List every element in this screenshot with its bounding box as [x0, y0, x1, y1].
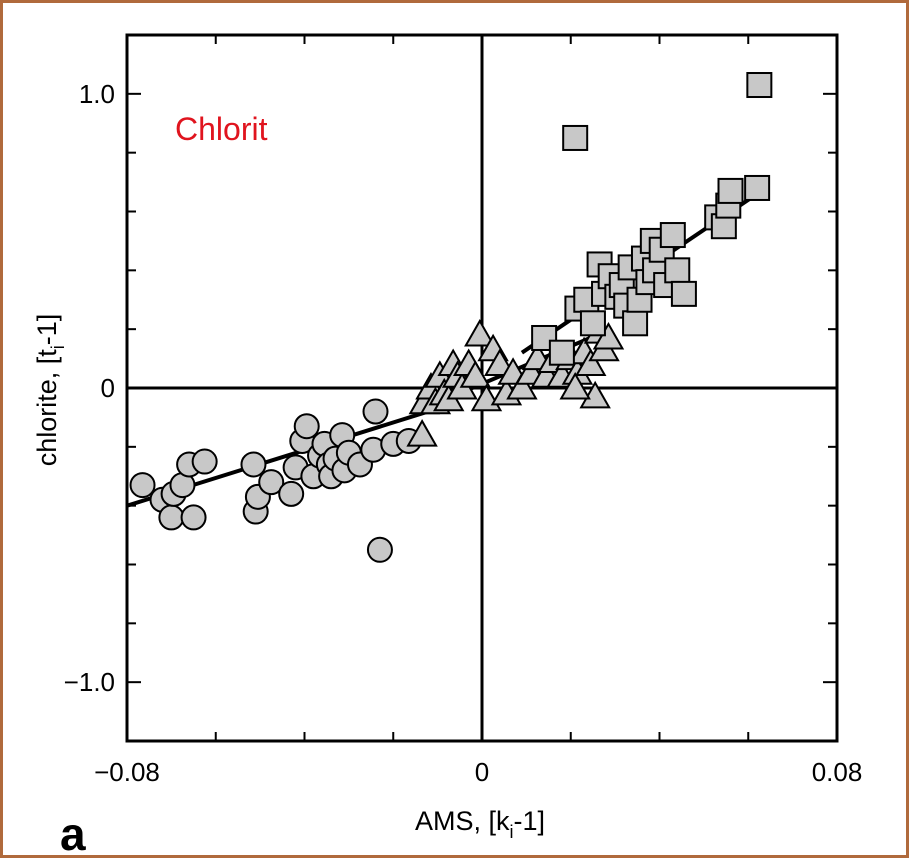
x-tick-label: 0 [475, 757, 489, 787]
triangle-marker [464, 319, 496, 347]
square-marker [664, 257, 691, 284]
square-marker [531, 324, 558, 351]
circle-marker [366, 536, 393, 563]
y-tick-label: −1.0 [64, 667, 115, 697]
circle-marker [180, 504, 207, 531]
square-marker [579, 310, 606, 337]
x-tick-label: 0.08 [812, 757, 863, 787]
y-tick-label: 0 [101, 373, 115, 403]
x-tick-label: −0.08 [94, 757, 160, 787]
circle-marker [191, 448, 218, 475]
y-axis-title: chlorite, [ti-1] [32, 314, 68, 467]
square-marker [717, 177, 744, 204]
triangle-marker [574, 348, 607, 376]
y-axis-title-subscript: i [48, 345, 68, 349]
square-marker [659, 222, 686, 249]
circle-marker [293, 413, 320, 440]
circle-marker [278, 480, 305, 507]
triangle-marker [406, 419, 438, 447]
x-axis-title-subscript: i [510, 822, 514, 842]
circle-marker [362, 398, 389, 425]
circle-marker [158, 504, 185, 531]
circle-marker [129, 472, 156, 499]
triangle-marker [559, 371, 591, 400]
circle-marker [240, 451, 267, 478]
x-axis-title: AMS, [ki-1] [415, 806, 545, 842]
square-marker [744, 174, 771, 201]
square-marker [746, 72, 773, 99]
square-marker [548, 339, 575, 366]
panel-label: a [60, 808, 86, 858]
triangle-marker [459, 360, 492, 388]
chart-annotation: Chlorit [175, 111, 268, 147]
y-tick-label: 1.0 [79, 79, 115, 109]
square-marker [622, 310, 649, 337]
square-marker [562, 124, 589, 151]
square-marker [670, 280, 697, 307]
triangle-marker [506, 371, 538, 400]
circle-marker [258, 469, 285, 496]
